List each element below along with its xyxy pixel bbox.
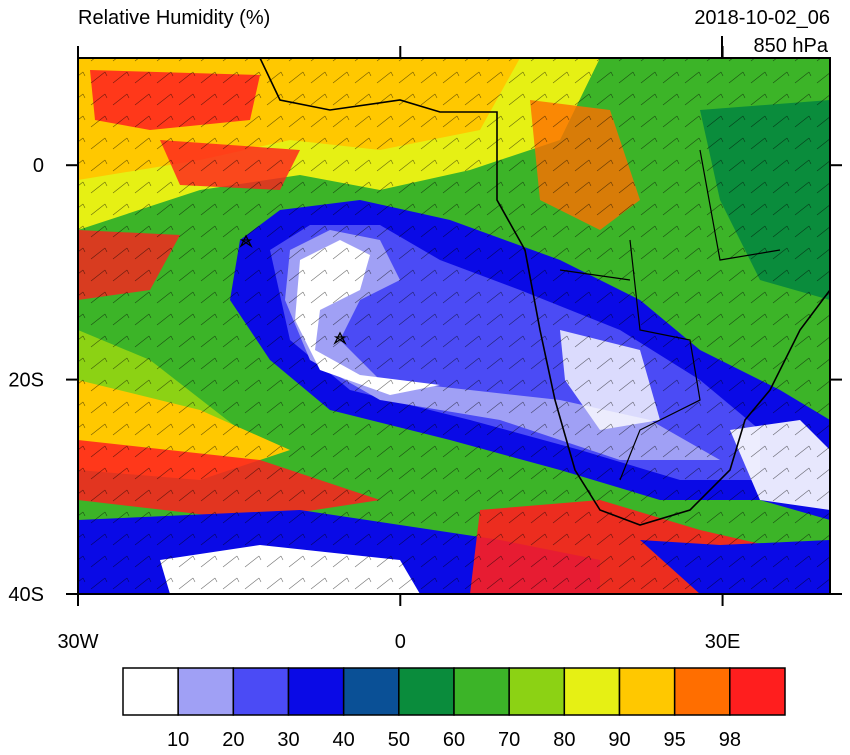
y-tick-label: 20S [8, 370, 44, 392]
colorbar-label: 95 [664, 729, 686, 750]
humidity-field [78, 58, 830, 594]
colorbar-swatch [122, 667, 179, 716]
colorbar-label: 50 [388, 729, 410, 750]
colorbar-swatch [729, 667, 786, 716]
y-tick-label: 0 [33, 155, 44, 177]
colorbar-swatch [287, 667, 345, 716]
x-tick-label: 30W [57, 631, 98, 653]
colorbar-swatch [342, 667, 400, 716]
colorbar-label: 70 [498, 729, 520, 750]
x-tick-label: 0 [395, 631, 406, 653]
colorbar-swatch [673, 667, 731, 716]
colorbar-label: 90 [608, 729, 630, 750]
colorbar-swatch [508, 667, 566, 716]
colorbar-label: 20 [222, 729, 244, 750]
level-label: 850 hPa [753, 35, 828, 57]
colorbar-label: 30 [277, 729, 299, 750]
plot-frame [77, 57, 831, 595]
title: Relative Humidity (%) [78, 7, 270, 29]
colorbar-label: 60 [443, 729, 465, 750]
y-tick-label: 40S [8, 584, 44, 606]
colorbar-label: 10 [167, 729, 189, 750]
colorbar: 10 20 30 40 50 60 70 80 90 95 98 [122, 667, 786, 751]
colorbar-swatch [453, 667, 510, 716]
axes: 30W 0 30E 0 20S 40S [8, 46, 842, 653]
x-tick-label: 30E [705, 631, 741, 653]
colorbar-swatch [177, 667, 235, 716]
colorbar-label: 40 [333, 729, 355, 750]
colorbar-swatch [398, 667, 455, 716]
valid-time: 2018-10-02_06 [694, 7, 830, 29]
colorbar-swatch [618, 667, 676, 716]
colorbar-swatch [563, 667, 621, 716]
colorbar-label: 98 [719, 729, 741, 750]
colorbar-swatch [232, 667, 290, 716]
colorbar-label: 80 [553, 729, 575, 750]
